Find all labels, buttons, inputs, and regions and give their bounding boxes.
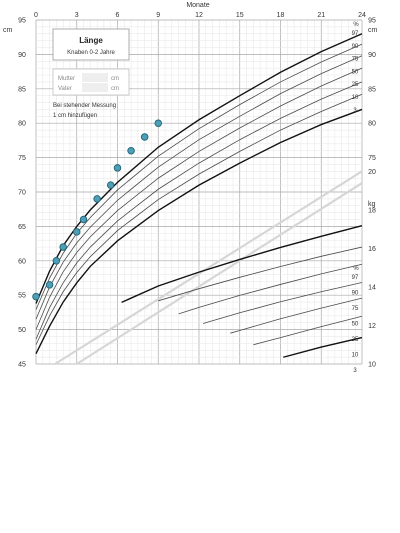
weight-curve-p10 <box>253 315 363 346</box>
y-tick-label-right: 75 <box>368 155 376 162</box>
y-tick-label-left: 75 <box>18 155 26 162</box>
weight-curve-p50 <box>202 282 363 324</box>
y-tick-label-left: 60 <box>18 258 26 265</box>
x-tick-label: 6 <box>116 12 120 19</box>
reference-line <box>54 170 363 365</box>
y-tick-label-left: 85 <box>18 86 26 93</box>
measurement-point[interactable] <box>45 281 54 289</box>
weight-pct-label: 3 <box>353 368 357 374</box>
length-percent-sign: % <box>353 22 359 28</box>
measurement-note-line1: Bei stehender Messung <box>53 103 116 109</box>
father-unit: cm <box>111 86 119 92</box>
measurement-points <box>32 119 162 301</box>
weight-tick-label: 16 <box>368 246 376 253</box>
y-tick-label-left: 90 <box>18 52 26 59</box>
weight-pct-label: 75 <box>352 306 359 312</box>
weight-pct-label: 50 <box>352 322 359 328</box>
weight-curve-p75 <box>178 263 363 315</box>
measurement-point[interactable] <box>106 181 115 189</box>
measurement-point[interactable] <box>72 228 81 236</box>
chart-title: Länge <box>79 36 103 45</box>
y-tick-label-left: 70 <box>18 190 26 197</box>
weight-curve-p3 <box>283 336 363 358</box>
y-tick-label-left: 45 <box>18 362 26 369</box>
right-axis-unit-weight: kg <box>368 201 376 208</box>
length-curve-p75 <box>35 55 363 320</box>
x-axis-title: Monate <box>186 2 209 9</box>
weight-curve-p97 <box>121 225 363 303</box>
weight-percent-sign: % <box>353 266 359 272</box>
length-curve-p50 <box>35 67 363 330</box>
x-tick-label: 21 <box>317 12 325 19</box>
measurement-point[interactable] <box>59 243 67 251</box>
mother-unit: cm <box>111 76 119 82</box>
measurement-point[interactable] <box>79 215 88 224</box>
length-curve-p90 <box>35 43 363 310</box>
length-curve-p25 <box>35 81 363 340</box>
father-label: Vater <box>58 86 72 92</box>
measurement-point[interactable] <box>32 292 40 301</box>
weight-percentile-curves <box>121 225 363 358</box>
measurement-point[interactable] <box>127 146 135 155</box>
weight-tick-label: 20 <box>368 169 376 176</box>
weight-tick-label: 10 <box>368 362 376 369</box>
legend-box: Länge Knaben 0-2 Jahre <box>52 28 130 61</box>
weight-curve-p25 <box>230 297 363 334</box>
axis-tick-labels: 0 3 6 9 12 15 18 21 24 45 50 55 60 65 70 75 80 85 90 95 75 80… <box>18 12 376 369</box>
length-pct-label: 25 <box>352 82 359 88</box>
measurement-note-line2: 1 cm hinzufügen <box>53 113 97 119</box>
weight-tick-label: 12 <box>368 323 376 330</box>
length-pct-label: 75 <box>352 57 359 63</box>
reference-line <box>76 182 363 365</box>
x-tick-label: 9 <box>156 12 160 19</box>
father-height-field[interactable] <box>82 83 108 92</box>
parents-box: Mutter cm Vater cm <box>52 68 130 96</box>
x-tick-label: 0 <box>34 12 38 19</box>
legend-box-frame <box>52 28 130 61</box>
x-tick-label: 15 <box>236 12 244 19</box>
length-pct-label: 3 <box>353 108 357 114</box>
y-tick-label-right: 90 <box>368 52 376 59</box>
measurement-point[interactable] <box>52 257 61 265</box>
length-pct-label: 97 <box>352 31 359 37</box>
x-tick-label: 12 <box>195 12 203 19</box>
measurement-point[interactable] <box>140 133 149 141</box>
measurement-point[interactable] <box>154 119 162 127</box>
length-pct-label: 10 <box>352 95 359 101</box>
measurement-point[interactable] <box>93 195 101 203</box>
right-axis-unit-length: cm <box>368 27 378 34</box>
percentile-labels: % 97 90 75 50 25 10 3% 97 90 75 50 25 10 3 <box>352 22 360 374</box>
weight-pct-label: 90 <box>352 291 359 297</box>
weight-pct-label: 25 <box>352 337 359 343</box>
y-tick-label-right: 95 <box>368 18 376 25</box>
x-tick-label: 18 <box>277 12 285 19</box>
left-axis-unit: cm <box>3 27 13 34</box>
length-pct-label: 90 <box>352 44 359 50</box>
measurement-point[interactable] <box>113 164 122 172</box>
weight-pct-label: 10 <box>352 353 359 359</box>
y-tick-label-left: 55 <box>18 293 26 300</box>
chart-subtitle: Knaben 0-2 Jahre <box>67 50 115 56</box>
y-tick-label-left: 65 <box>18 224 26 231</box>
y-tick-label-left: 80 <box>18 121 26 128</box>
length-curve-p3 <box>35 108 363 354</box>
x-tick-label: 24 <box>358 12 366 19</box>
y-tick-label-left: 50 <box>18 327 26 334</box>
weight-pct-label: 97 <box>352 275 359 281</box>
mother-height-field[interactable] <box>82 73 108 82</box>
y-tick-label-left: 95 <box>18 18 26 25</box>
weight-tick-label: 18 <box>368 207 376 214</box>
length-curve-p10 <box>35 93 363 345</box>
length-pct-label: 50 <box>352 69 359 75</box>
y-tick-label-right: 85 <box>368 86 376 93</box>
weight-curve-p90 <box>158 246 363 302</box>
x-tick-label: 3 <box>75 12 79 19</box>
mother-label: Mutter <box>58 76 75 82</box>
y-tick-label-right: 80 <box>368 121 376 128</box>
reference-lines <box>54 170 363 365</box>
weight-tick-label: 14 <box>368 284 376 291</box>
